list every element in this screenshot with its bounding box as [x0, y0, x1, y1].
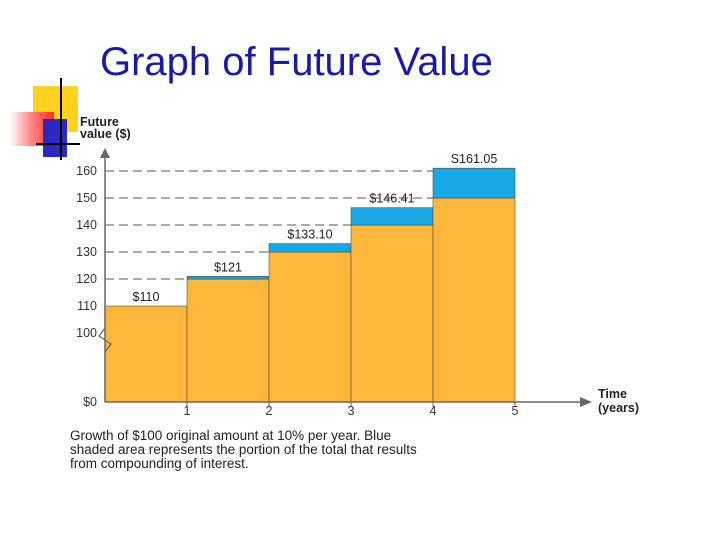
labels: Future value ($) Time (years) $010011012… [76, 115, 639, 418]
bar-value-label: $146.41 [369, 192, 414, 206]
decor-vertical-line [60, 78, 62, 160]
y-tick-label: 140 [76, 218, 97, 232]
x-axis-label-line1: Time [598, 387, 627, 401]
x-axis-label-line2: (years) [598, 401, 639, 415]
y-axis-arrow [100, 148, 110, 158]
decor-horizontal-line [36, 143, 80, 145]
bar-value-label: $121 [214, 260, 242, 274]
bar-value-label: $110 [133, 290, 160, 304]
bar-compound-interest [432, 167, 516, 199]
x-tick-label: 2 [266, 404, 273, 418]
slide-title: Graph of Future Value [100, 40, 493, 84]
caption-line: Growth of $100 original amount at 10% pe… [70, 428, 392, 443]
y-tick-label: 150 [76, 191, 97, 205]
decor-blue-square [43, 119, 67, 157]
bar-simple-interest [186, 278, 270, 403]
x-tick-label: 4 [430, 404, 437, 418]
chart-caption: Growth of $100 original amount at 10% pe… [70, 429, 590, 471]
axes [98, 148, 592, 407]
y-tick-label: 130 [76, 245, 97, 259]
y-axis-label-line1: Future [80, 115, 119, 129]
bar-simple-interest [350, 224, 434, 403]
x-tick-label: 5 [512, 404, 519, 418]
gridlines [105, 170, 516, 407]
x-tick-label: 3 [348, 404, 355, 418]
bar-compound-interest [186, 275, 270, 280]
bar-simple-interest [432, 197, 516, 403]
bar-value-label: S161.05 [451, 152, 498, 166]
bar-compound-interest [268, 243, 352, 253]
y-tick-label: 110 [77, 299, 97, 313]
y-tick-label: $0 [83, 395, 97, 409]
x-axis-arrow [580, 397, 592, 407]
x-tick-label: 1 [184, 404, 191, 418]
bars [104, 167, 516, 403]
y-axis-label-line2: value ($) [80, 127, 131, 141]
y-tick-label: 100 [76, 326, 97, 340]
axis-break-mark [98, 327, 112, 353]
caption-line: from compounding of interest. [70, 456, 249, 471]
bar-value-label: $133.10 [287, 228, 332, 242]
y-tick-label: 120 [76, 272, 97, 286]
bar-simple-interest [268, 251, 352, 403]
bar-compound-interest [350, 207, 434, 226]
bar-simple-interest [104, 305, 188, 403]
caption-line: shaded area represents the portion of th… [70, 442, 417, 457]
y-tick-label: 160 [76, 164, 97, 178]
